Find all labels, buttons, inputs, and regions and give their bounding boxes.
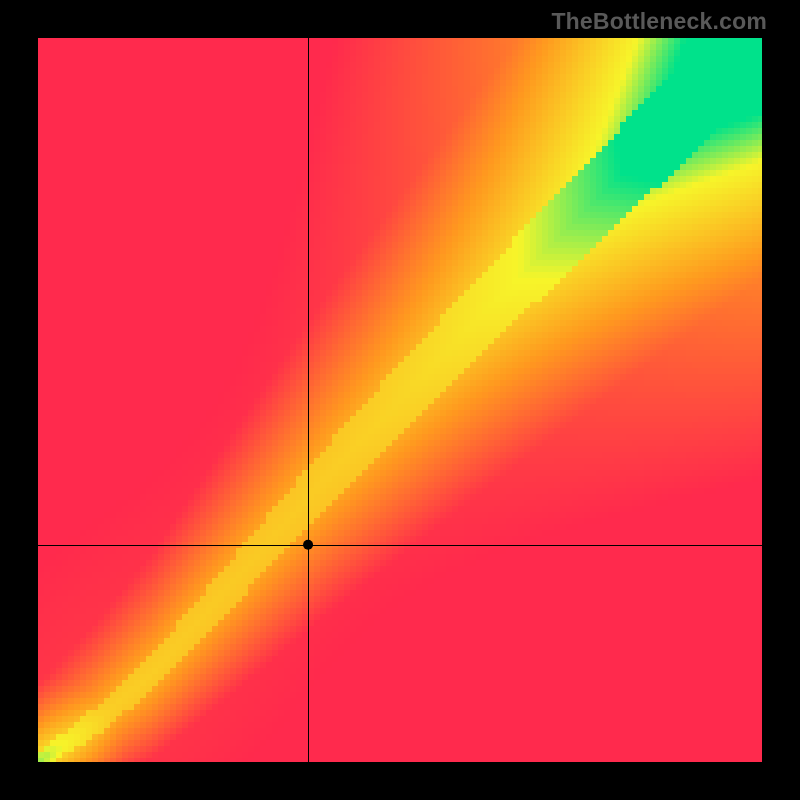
frame-bottom (0, 762, 800, 800)
frame-right (762, 0, 800, 800)
frame-left (0, 0, 38, 800)
bottleneck-heatmap (0, 0, 800, 800)
watermark-text: TheBottleneck.com (551, 8, 767, 35)
